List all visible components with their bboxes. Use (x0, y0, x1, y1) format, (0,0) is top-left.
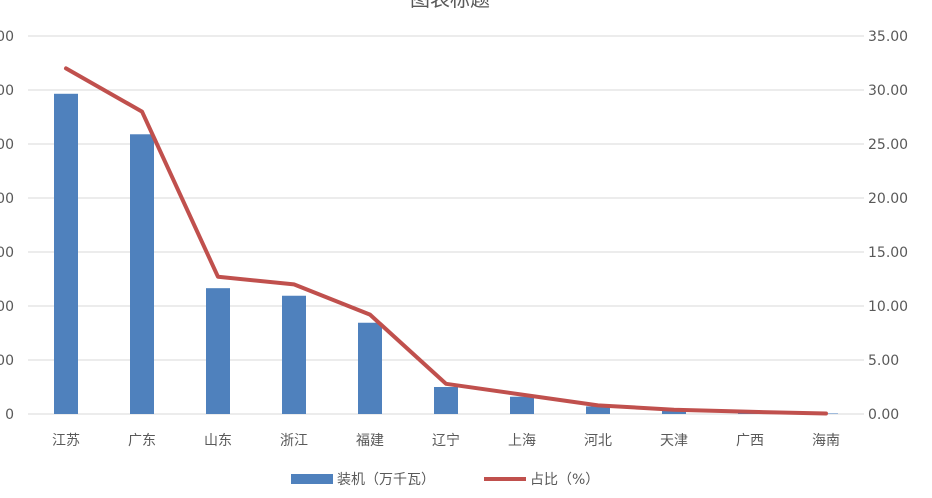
bar (282, 295, 306, 414)
bar (586, 406, 610, 414)
x-tick-label: 河北 (584, 433, 612, 449)
left-tick-label: 0 (5, 407, 14, 423)
chart-title: 图表标题 (410, 0, 490, 11)
x-tick-label: 山东 (204, 433, 232, 449)
right-tick-label: 30.00 (868, 83, 908, 99)
legend-line-label: 占比（%） (530, 472, 599, 488)
right-tick-label: 10.00 (868, 299, 908, 315)
x-tick-label: 上海 (508, 433, 536, 449)
bar (662, 410, 686, 414)
legend-bar-swatch (291, 474, 333, 484)
x-tick-label: 辽宁 (432, 432, 460, 449)
x-tick-label: 福建 (356, 433, 384, 449)
x-axis-ticks: 江苏 广东 山东 浙江 福建 辽宁 上海 河北 天津 广西 海南 (52, 432, 840, 449)
left-tick-label: 300 (0, 245, 14, 261)
bar (54, 93, 78, 414)
left-tick-label: 600 (0, 83, 14, 99)
line-path (64, 66, 828, 416)
bar (130, 134, 154, 414)
x-tick-label: 海南 (812, 433, 840, 449)
bar (358, 322, 382, 414)
x-tick-label: 广东 (128, 433, 156, 449)
left-tick-label: 400 (0, 191, 14, 207)
line-series (64, 66, 828, 416)
x-tick-label: 天津 (660, 433, 688, 449)
left-axis-ticks: 0 100 200 300 400 500 600 700 (0, 29, 14, 423)
right-tick-label: 20.00 (868, 191, 908, 207)
bar-series (54, 93, 838, 414)
bar (206, 288, 230, 414)
gridlines (28, 35, 864, 415)
right-tick-label: 15.00 (868, 245, 908, 261)
x-tick-label: 广西 (736, 433, 764, 449)
x-tick-label: 浙江 (280, 433, 308, 449)
left-tick-label: 700 (0, 29, 14, 45)
left-tick-label: 200 (0, 299, 14, 315)
right-tick-label: 35.00 (868, 29, 908, 45)
right-axis-ticks: 0.00 5.00 10.00 15.00 20.00 25.00 30.00 35.00 (868, 29, 908, 423)
left-tick-label: 100 (0, 353, 14, 369)
legend-bar-label: 装机（万千瓦） (337, 472, 435, 488)
x-tick-label: 江苏 (52, 433, 80, 449)
left-tick-label: 500 (0, 137, 14, 153)
right-tick-label: 5.00 (868, 353, 899, 369)
bar (510, 396, 534, 414)
right-tick-label: 25.00 (868, 137, 908, 153)
right-tick-label: 0.00 (868, 407, 899, 423)
bar (434, 387, 458, 414)
legend: 装机（万千瓦） 占比（%） (291, 472, 599, 488)
